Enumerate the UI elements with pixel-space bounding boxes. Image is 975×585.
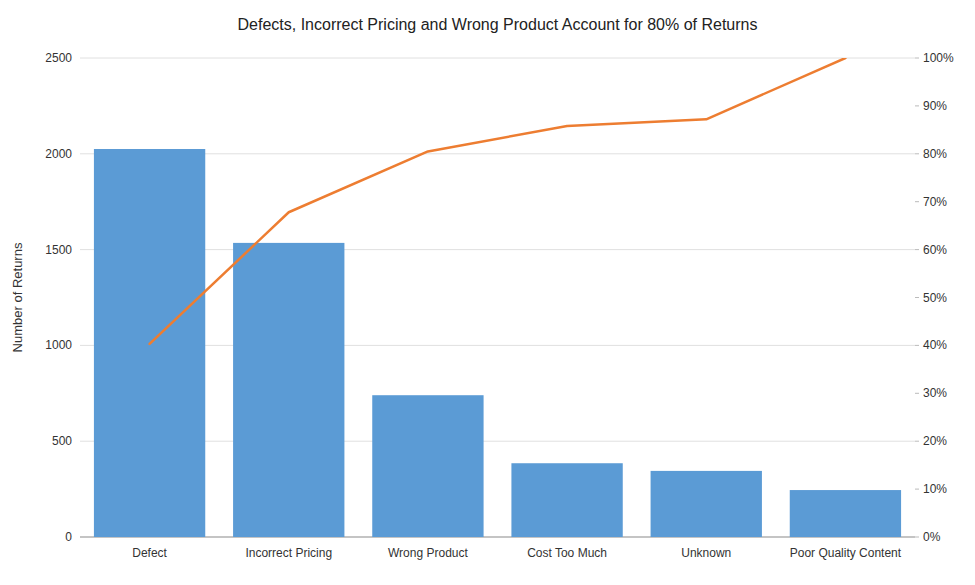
x-tick-label: Wrong Product: [388, 546, 468, 560]
y2-tick-mark: [915, 489, 919, 490]
y-tick-label: 500: [52, 434, 72, 448]
y-tick-label: 1500: [45, 243, 72, 257]
y2-tick-label: 20%: [923, 434, 947, 448]
y-tick-label: 2500: [45, 51, 72, 65]
x-tick-label: Incorrect Pricing: [245, 546, 332, 560]
y2-tick-label: 10%: [923, 482, 947, 496]
y2-tick-label: 100%: [923, 51, 954, 65]
x-tick-label: Cost Too Much: [527, 546, 607, 560]
y-tick-label: 0: [65, 530, 72, 544]
y-axis-label: Number of Returns: [10, 242, 25, 352]
y-tick-label: 1000: [45, 338, 72, 352]
cumulative-line: [150, 58, 846, 344]
bar: [233, 243, 344, 537]
y2-tick-label: 70%: [923, 195, 947, 209]
x-tick-label: Poor Quality Content: [790, 546, 902, 560]
y2-tick-label: 90%: [923, 99, 947, 113]
y2-tick-mark: [915, 537, 919, 538]
y2-tick-mark: [915, 441, 919, 442]
y2-tick-mark: [915, 345, 919, 346]
y2-tick-mark: [915, 393, 919, 394]
bar: [511, 463, 622, 537]
y2-tick-mark: [915, 58, 919, 59]
bar: [372, 395, 483, 537]
bar: [790, 490, 901, 537]
y2-tick-label: 40%: [923, 338, 947, 352]
y2-tick-label: 80%: [923, 147, 947, 161]
chart-svg: Defects, Incorrect Pricing and Wrong Pro…: [0, 0, 975, 585]
y-tick-label: 2000: [45, 147, 72, 161]
axes: 0 500 1000 1500 2000 2500 0% 10% 20% 30% 40% 50% 60%…: [10, 51, 954, 560]
x-tick-label: Defect: [132, 546, 167, 560]
grid-line: [80, 58, 915, 59]
y2-tick-mark: [915, 249, 919, 250]
chart-container: Defects, Incorrect Pricing and Wrong Pro…: [0, 0, 975, 585]
y2-tick-label: 60%: [923, 243, 947, 257]
grid: [80, 58, 915, 537]
y2-tick-mark: [915, 153, 919, 154]
x-tick-label: Unknown: [681, 546, 731, 560]
y2-tick-label: 0%: [923, 530, 941, 544]
chart-title: Defects, Incorrect Pricing and Wrong Pro…: [238, 16, 758, 33]
y2-tick-label: 50%: [923, 291, 947, 305]
y2-tick-label: 30%: [923, 386, 947, 400]
plot-data: [94, 58, 901, 537]
y2-tick-mark: [915, 297, 919, 298]
y2-tick-mark: [915, 105, 919, 106]
bar: [651, 471, 762, 537]
y2-tick-mark: [915, 201, 919, 202]
